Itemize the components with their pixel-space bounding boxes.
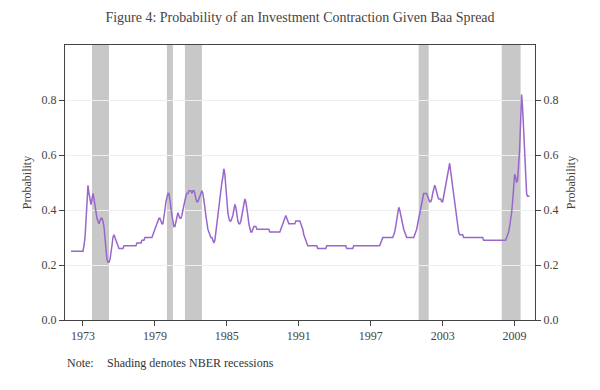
svg-text:0.8: 0.8 (543, 93, 558, 107)
svg-text:Probability: Probability (20, 156, 34, 209)
svg-text:Note:: Note: (67, 356, 94, 370)
svg-text:Shading denotes NBER recession: Shading denotes NBER recessions (107, 356, 274, 370)
svg-text:2009: 2009 (503, 329, 527, 343)
svg-text:1973: 1973 (71, 329, 95, 343)
svg-text:0.6: 0.6 (42, 148, 57, 162)
svg-text:1997: 1997 (359, 329, 383, 343)
svg-text:1985: 1985 (215, 329, 239, 343)
svg-text:0.4: 0.4 (42, 203, 57, 217)
svg-text:1991: 1991 (287, 329, 311, 343)
svg-text:2003: 2003 (431, 329, 455, 343)
svg-text:Figure 4: Probability of an In: Figure 4: Probability of an Investment C… (105, 10, 494, 25)
svg-text:0.4: 0.4 (543, 203, 558, 217)
svg-text:1979: 1979 (143, 329, 167, 343)
svg-text:0.8: 0.8 (42, 93, 57, 107)
svg-text:0.0: 0.0 (543, 313, 558, 327)
svg-text:0.6: 0.6 (543, 148, 558, 162)
svg-text:0.2: 0.2 (42, 258, 57, 272)
svg-text:0.2: 0.2 (543, 258, 558, 272)
svg-text:Probability: Probability (564, 156, 578, 209)
svg-text:0.0: 0.0 (42, 313, 57, 327)
